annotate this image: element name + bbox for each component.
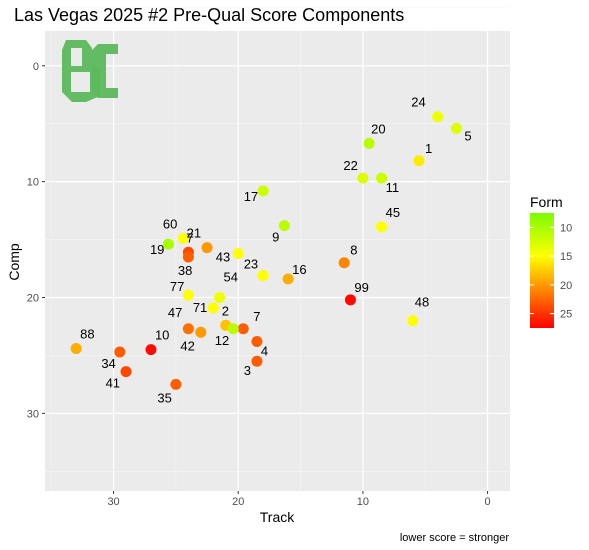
data-point: [376, 221, 388, 233]
chart-caption: lower score = stronger: [400, 532, 509, 544]
y-tick-label: 20: [27, 292, 39, 304]
data-point: [162, 238, 174, 250]
grid-minor: [45, 7, 510, 491]
data-point: [251, 355, 263, 367]
data-point: [70, 342, 82, 354]
data-point: [237, 323, 249, 335]
data-point-label: 11: [386, 180, 400, 195]
data-point: [195, 326, 207, 338]
data-point-label: 41: [106, 376, 120, 391]
data-point: [182, 251, 194, 263]
data-point: [214, 291, 226, 303]
data-point: [207, 302, 219, 314]
data-point: [278, 220, 290, 232]
data-point-label: 20: [371, 121, 385, 136]
data-point-label: 3: [244, 363, 251, 378]
data-point-label: 21: [187, 226, 201, 241]
data-point: [182, 289, 194, 301]
data-point-label: 9: [272, 230, 279, 245]
logo: [62, 40, 118, 102]
y-axis-ticks: 0 10 20 30: [27, 61, 45, 420]
data-point: [145, 344, 157, 356]
data-point-label: 23: [244, 256, 258, 271]
data-point: [282, 273, 294, 285]
data-point: [227, 323, 239, 335]
data-point: [407, 315, 419, 327]
x-tick-label: 30: [107, 496, 119, 508]
data-point: [344, 294, 356, 306]
data-point: [114, 346, 126, 358]
data-point-label: 38: [178, 263, 192, 278]
data-point: [232, 247, 244, 259]
legend-tick-label: 20: [560, 280, 572, 292]
data-point: [338, 257, 350, 269]
x-tick-label: 20: [232, 496, 244, 508]
legend-tick-label: 15: [560, 251, 572, 263]
data-point: [357, 172, 369, 184]
data-point-label: 35: [157, 390, 171, 405]
data-point-label: 16: [292, 262, 306, 277]
data-point-label: 4: [261, 344, 268, 359]
data-point-label: 24: [411, 95, 425, 110]
data-point-label: 48: [415, 295, 429, 310]
data-points: [70, 111, 462, 390]
data-point-label: 22: [343, 158, 357, 173]
data-point: [120, 366, 132, 378]
data-point-label: 19: [150, 242, 164, 257]
data-point: [363, 137, 375, 149]
data-point-label: 88: [80, 326, 94, 341]
plot-panel: [45, 31, 510, 491]
x-axis-ticks: 30 20 10 0: [107, 491, 491, 508]
data-point-label: 77: [170, 279, 184, 294]
data-point: [257, 269, 269, 281]
y-axis-title: Comp: [6, 243, 22, 281]
data-point: [170, 378, 182, 390]
data-point-label: 10: [155, 328, 169, 343]
data-point: [432, 111, 444, 123]
data-point-label: 99: [354, 280, 368, 295]
y-tick-label: 0: [33, 61, 39, 73]
grid-major: [45, 31, 510, 491]
data-point: [182, 323, 194, 335]
y-tick-label: 10: [27, 177, 39, 189]
data-point-label: 47: [168, 305, 182, 320]
data-point-label: 5: [464, 128, 471, 143]
data-point-label: 71: [193, 300, 207, 315]
data-point-label: 43: [216, 249, 230, 264]
data-point-label: 1: [425, 141, 432, 156]
legend: Form 10 15 20 25: [530, 194, 572, 328]
data-point: [257, 185, 269, 197]
legend-colorbar: [530, 213, 554, 328]
data-point-label: 45: [386, 205, 400, 220]
data-point: [450, 122, 462, 134]
data-point-label: 17: [244, 189, 258, 204]
data-point-label: 2: [222, 303, 229, 318]
data-point-label: 7: [186, 230, 193, 245]
data-point-label: 54: [224, 269, 238, 284]
data-point: [413, 155, 425, 167]
data-point: [177, 232, 189, 244]
x-tick-label: 10: [357, 496, 369, 508]
data-point-label: 34: [101, 356, 115, 371]
y-tick-label: 30: [27, 408, 39, 420]
x-tick-label: 0: [484, 496, 490, 508]
legend-tick-label: 25: [560, 309, 572, 321]
data-point-label: 8: [350, 243, 357, 258]
data-point-label: 7: [253, 309, 260, 324]
data-point: [201, 242, 213, 254]
data-point-label: 60: [163, 216, 177, 231]
legend-ticks: 10 15 20 25: [530, 222, 572, 321]
data-point-label: 12: [215, 333, 229, 348]
legend-tick-label: 10: [560, 222, 572, 234]
data-point: [376, 172, 388, 184]
x-axis-title: Track: [260, 509, 295, 525]
data-point: [251, 336, 263, 348]
legend-title: Form: [530, 194, 563, 210]
chart-title: Las Vegas 2025 #2 Pre-Qual Score Compone…: [14, 5, 404, 25]
data-point-label: 42: [180, 338, 194, 353]
